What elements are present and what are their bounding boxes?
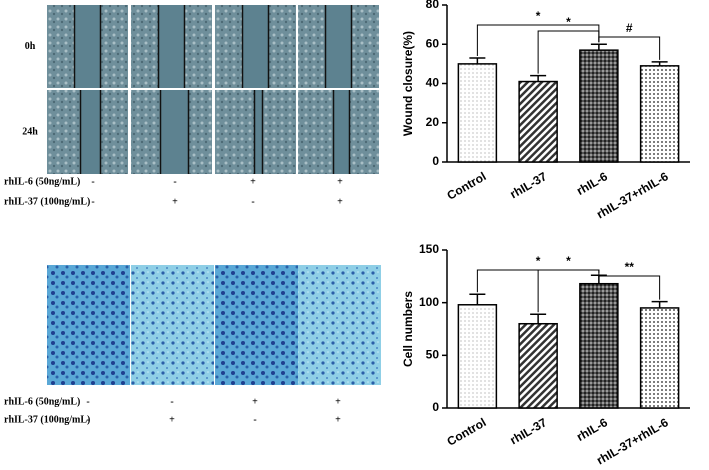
treatment-label: rhIL-37 (100ng/mL) [4, 196, 90, 207]
bar [457, 304, 498, 409]
x-tick-label: Control [445, 415, 489, 448]
micrograph [215, 265, 298, 385]
wound-gap [242, 5, 269, 88]
treatment-sign: + [172, 196, 178, 207]
y-tick-label: 20 [426, 115, 440, 129]
treatment-sign: - [253, 414, 256, 425]
error-bar [651, 61, 668, 66]
micrographs [47, 5, 381, 385]
wound-gap [74, 5, 101, 88]
y-tick-label: 150 [419, 242, 439, 256]
wound-gap [333, 90, 350, 174]
y-tick-label: 50 [426, 348, 440, 362]
treatment-sign: - [170, 396, 173, 407]
significance-label: * [536, 254, 541, 268]
treatment-label: rhIL-6 (50ng/mL) [4, 396, 80, 407]
significance-label: * [536, 9, 541, 23]
x-tick-label: rhIL-37 [508, 169, 550, 201]
bar [518, 80, 558, 163]
treatment-sign: - [91, 176, 94, 187]
error-bar [651, 300, 668, 308]
y-tick-label: 40 [426, 76, 440, 90]
bar [518, 322, 558, 409]
row-label: 24h [22, 126, 38, 137]
significance-label: ** [625, 260, 635, 274]
error-bar [469, 293, 486, 305]
treatment-sign: + [337, 196, 343, 207]
bar [639, 65, 680, 163]
x-tick-label: rhIL-6 [574, 169, 610, 198]
treatment-sign: + [252, 396, 258, 407]
wound-gap [80, 90, 101, 174]
x-tick-label: rhIL-6 [574, 415, 610, 444]
significance-bracket [537, 269, 600, 313]
treatment-sign: + [337, 176, 343, 187]
micrograph [131, 265, 214, 385]
bar [457, 63, 498, 163]
error-bar [590, 43, 607, 51]
treatment-sign: + [169, 414, 175, 425]
error-bar [469, 57, 486, 64]
bar [579, 282, 619, 409]
error-bar [530, 74, 547, 82]
error-bar [530, 313, 547, 324]
significance-bracket [598, 36, 661, 60]
wound-gap [158, 5, 185, 88]
treatment-sign: - [86, 396, 89, 407]
treatment-sign: - [86, 414, 89, 425]
micrograph [298, 265, 381, 385]
significance-label: * [566, 15, 571, 29]
y-axis-label: Cell numbers [401, 291, 415, 367]
error-bar [590, 274, 607, 284]
significance-label: * [566, 254, 571, 268]
significance-label: # [626, 21, 633, 35]
treatment-sign: - [91, 196, 94, 207]
y-tick-label: 0 [432, 154, 439, 168]
treatment-label: rhIL-37 (100ng/mL) [4, 414, 90, 425]
treatment-sign: + [335, 414, 341, 425]
x-tick-label: Control [445, 169, 489, 202]
bar [639, 307, 680, 409]
significance-bracket [598, 273, 661, 300]
treatment-sign: - [251, 196, 254, 207]
wound-gap [254, 90, 263, 174]
row-label: 0h [25, 41, 36, 52]
wound-gap [160, 90, 189, 174]
bar [579, 49, 619, 163]
x-tick-label: rhIL-37 [508, 415, 550, 447]
treatment-sign: - [173, 176, 176, 187]
micrograph [47, 265, 130, 385]
treatment-label: rhIL-6 (50ng/mL) [4, 176, 80, 187]
treatment-sign: + [335, 396, 341, 407]
treatment-sign: + [250, 176, 256, 187]
y-tick-label: 60 [426, 36, 440, 50]
y-axis-label: Wound closure(%) [401, 31, 415, 136]
wound-gap [325, 5, 352, 88]
y-tick-label: 0 [432, 400, 439, 414]
y-tick-label: 80 [426, 0, 440, 11]
y-tick-label: 100 [419, 295, 439, 309]
